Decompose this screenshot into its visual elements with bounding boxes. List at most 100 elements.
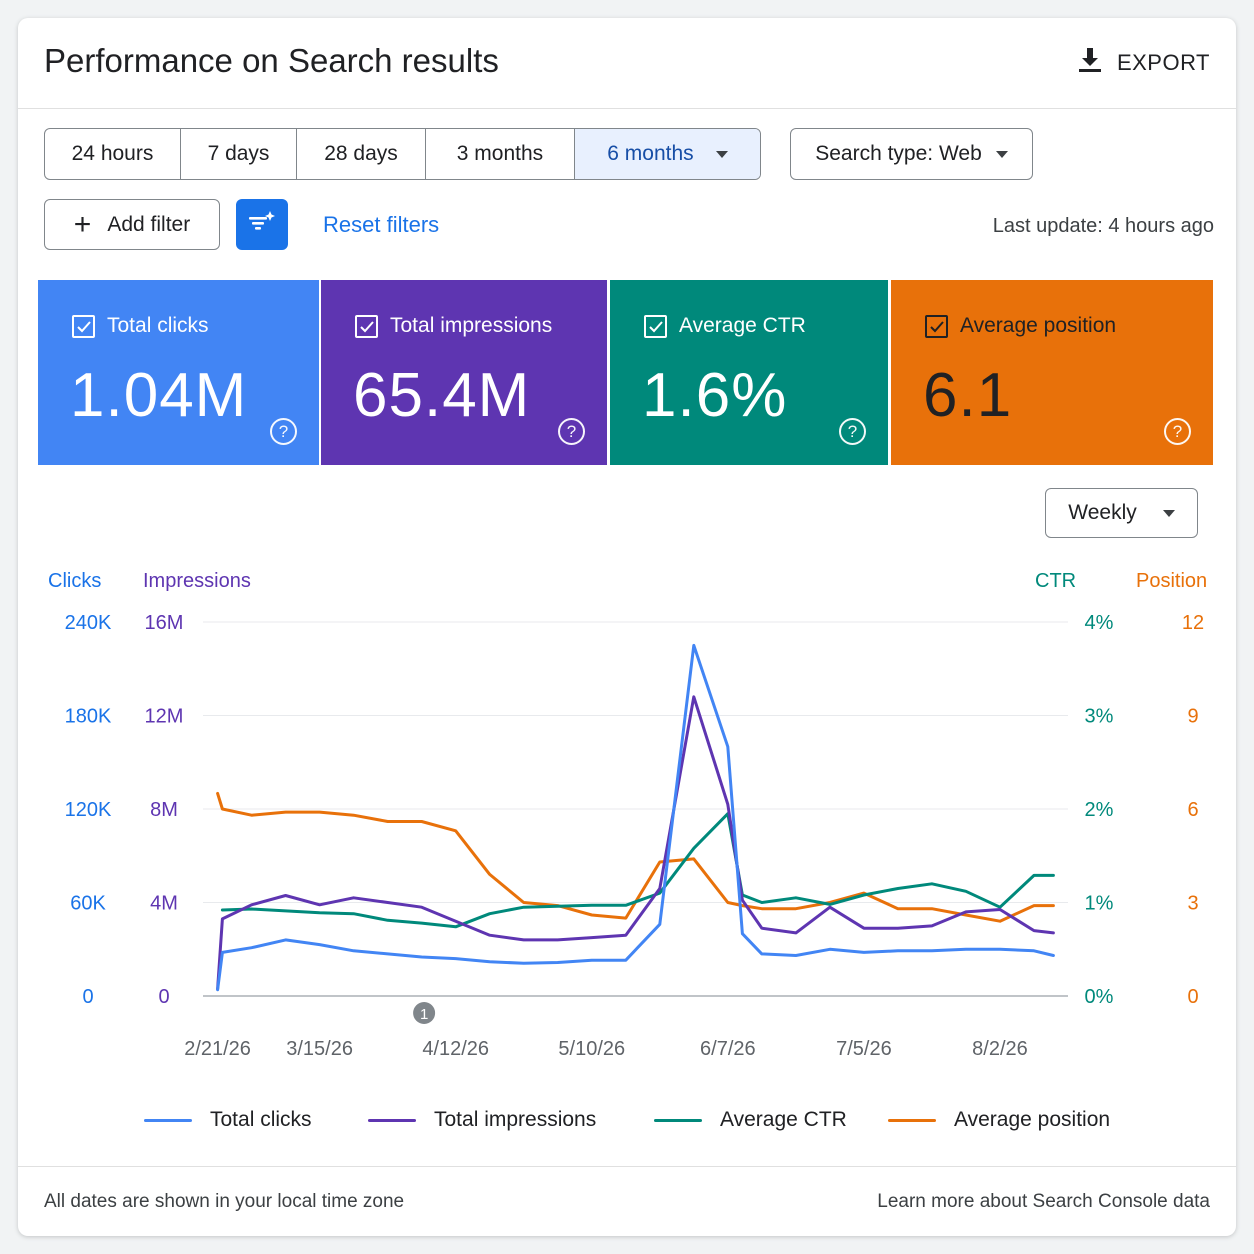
date-range-label: 28 days: [324, 142, 398, 165]
series-line-total-impressions: [216, 695, 1055, 991]
chevron-down-icon: [1162, 509, 1175, 517]
series-line-average-position: [216, 791, 1055, 923]
date-range-label: 7 days: [207, 142, 270, 165]
metric-value: 1.04M: [70, 361, 248, 430]
series-line-average-ctr: [220, 812, 1055, 929]
last-update-text: Last update: 4 hours ago: [992, 215, 1214, 237]
granularity-label: Weekly: [1068, 501, 1137, 524]
reset-filters-link[interactable]: Reset filters: [323, 212, 440, 237]
metric-label: Average position: [960, 314, 1117, 337]
chevron-down-icon: [995, 150, 1008, 158]
legend-label: Average CTR: [720, 1108, 847, 1131]
legend-label: Total clicks: [210, 1108, 312, 1131]
y-tick-label: 6: [1187, 799, 1198, 821]
date-range-selector: 24 hours 7 days 28 days 3 months 6 month…: [44, 128, 761, 180]
card-footer: All dates are shown in your local time z…: [18, 1166, 1236, 1236]
y-tick-label: 2%: [1085, 799, 1114, 821]
annotation-marker: [413, 1002, 436, 1024]
legend-item-total-clicks[interactable]: Total clicks: [144, 1108, 312, 1132]
export-button[interactable]: EXPORT: [1077, 46, 1210, 80]
y-tick-label: 3: [1187, 893, 1198, 915]
download-icon: [1077, 46, 1103, 80]
metric-value: 6.1: [923, 361, 1013, 430]
metric-card-total-impressions[interactable]: Total impressions 65.4M ?: [321, 280, 607, 465]
y-tick-label: 4%: [1085, 612, 1114, 634]
legend-item-average-ctr[interactable]: Average CTR: [654, 1108, 847, 1132]
metric-label: Average CTR: [679, 314, 806, 337]
performance-chart: 0 0 0% 0 60K 4M 1% 3 120K 8M 2% 6 180K 12M 3% 9 240K 16M 4…: [65, 612, 1204, 1060]
metric-card-total-clicks[interactable]: Total clicks 1.04M ?: [38, 280, 319, 465]
metric-value: 65.4M: [353, 361, 531, 430]
date-range-6-months[interactable]: 6 months: [575, 129, 760, 179]
checkbox-checked-icon[interactable]: [355, 314, 378, 338]
filter-sparkle-icon: [247, 209, 277, 240]
granularity-dropdown[interactable]: Weekly: [1045, 488, 1198, 538]
x-tick-label: 8/2/26: [972, 1038, 1028, 1060]
metric-value: 1.6%: [642, 361, 788, 430]
x-tick-label: 4/12/26: [422, 1038, 489, 1060]
legend-swatch: [654, 1118, 702, 1122]
checkbox-checked-icon[interactable]: [925, 314, 948, 338]
date-range-7-days[interactable]: 7 days: [181, 129, 297, 179]
add-filter-button[interactable]: + Add filter: [44, 199, 220, 250]
card-header: Performance on Search results EXPORT: [18, 18, 1236, 109]
y-tick-label: 12: [1182, 612, 1204, 634]
y-tick-label: 0: [158, 986, 169, 1008]
axis-title-clicks: Clicks: [48, 570, 102, 592]
series-line-total-clicks: [216, 643, 1055, 992]
axis-title-impressions: Impressions: [143, 570, 251, 592]
performance-card: Performance on Search results EXPORT 24 …: [18, 18, 1236, 1236]
date-range-label: 24 hours: [71, 142, 154, 165]
y-tick-label: 0: [1187, 986, 1198, 1008]
axis-title-position: Position: [1136, 570, 1208, 592]
date-range-label: 3 months: [456, 142, 544, 165]
annotation-label: 1: [420, 1006, 428, 1023]
y-tick-label: 1%: [1085, 893, 1114, 915]
add-filter-label: Add filter: [107, 212, 191, 236]
y-tick-label: 8M: [150, 799, 178, 821]
y-tick-label: 0: [82, 986, 93, 1008]
plus-icon: +: [73, 207, 92, 241]
date-range-28-days[interactable]: 28 days: [297, 129, 426, 179]
filter-settings-button[interactable]: [236, 199, 288, 250]
y-tick-label: 9: [1187, 706, 1198, 728]
legend-item-total-impressions[interactable]: Total impressions: [368, 1108, 596, 1132]
metric-card-average-ctr[interactable]: Average CTR 1.6% ?: [610, 280, 888, 465]
help-icon[interactable]: ?: [1164, 418, 1191, 445]
help-icon[interactable]: ?: [558, 418, 585, 445]
checkbox-checked-icon[interactable]: [644, 314, 667, 338]
legend-swatch: [144, 1118, 192, 1122]
metric-card-average-position[interactable]: Average position 6.1 ?: [891, 280, 1213, 465]
y-tick-label: 3%: [1085, 706, 1114, 728]
x-tick-label: 6/7/26: [700, 1038, 756, 1060]
legend-swatch: [888, 1118, 936, 1122]
search-type-label: Search type: Web: [815, 142, 982, 165]
learn-more-link[interactable]: Learn more about Search Console data: [877, 1191, 1210, 1212]
metric-label: Total clicks: [107, 314, 209, 337]
legend-label: Total impressions: [434, 1108, 597, 1131]
y-tick-label: 120K: [65, 799, 112, 821]
y-tick-label: 12M: [145, 706, 184, 728]
y-tick-label: 0%: [1085, 986, 1114, 1008]
y-tick-label: 4M: [150, 893, 178, 915]
date-range-24-hours[interactable]: 24 hours: [45, 129, 181, 179]
timezone-note: All dates are shown in your local time z…: [44, 1191, 405, 1212]
x-tick-label: 5/10/26: [558, 1038, 625, 1060]
y-tick-label: 60K: [70, 893, 106, 915]
page-title: Performance on Search results: [44, 42, 499, 79]
search-type-dropdown[interactable]: Search type: Web: [790, 128, 1033, 180]
help-icon[interactable]: ?: [270, 418, 297, 445]
help-icon[interactable]: ?: [839, 418, 866, 445]
date-range-3-months[interactable]: 3 months: [426, 129, 575, 179]
legend-item-average-position[interactable]: Average position: [888, 1108, 1110, 1132]
metric-label: Total impressions: [390, 314, 553, 337]
x-tick-label: 2/21/26: [184, 1038, 251, 1060]
chevron-down-icon: [715, 150, 728, 158]
y-tick-label: 240K: [65, 612, 112, 634]
y-tick-label: 16M: [145, 612, 184, 634]
legend-swatch: [368, 1118, 416, 1122]
y-tick-label: 180K: [65, 706, 112, 728]
checkbox-checked-icon[interactable]: [72, 314, 95, 338]
legend-label: Average position: [954, 1108, 1111, 1131]
export-label: EXPORT: [1116, 50, 1210, 75]
